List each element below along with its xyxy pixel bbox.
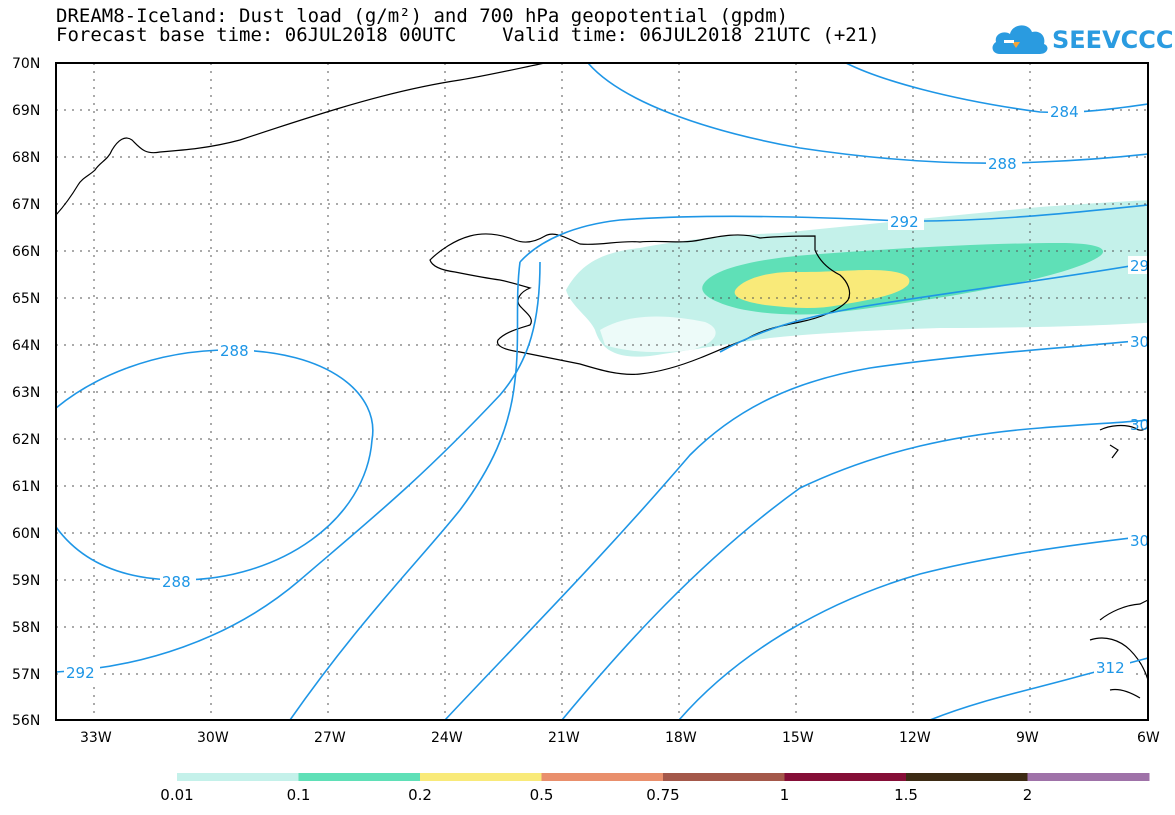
lat-label: 58N xyxy=(12,620,40,636)
dust-load-shading xyxy=(566,200,1148,357)
contour-288-low xyxy=(56,349,374,581)
colorbar-label: 0.2 xyxy=(408,786,432,804)
contour-label: 288 xyxy=(220,342,249,360)
lon-label: 15W xyxy=(782,730,814,746)
lat-label: 64N xyxy=(12,338,40,354)
colorbar-swatch xyxy=(1027,773,1150,781)
contour-label: 284 xyxy=(1050,103,1079,121)
contour-30x-b xyxy=(561,419,1148,720)
lon-label: 21W xyxy=(548,730,580,746)
contour-label: 29 xyxy=(1130,257,1149,275)
lat-label: 66N xyxy=(12,244,40,260)
colorbar-swatch xyxy=(177,773,299,781)
lon-label: 12W xyxy=(899,730,931,746)
contour-label: 292 xyxy=(66,664,95,682)
contour-288-north xyxy=(587,63,1148,165)
contour-284 xyxy=(845,63,1148,114)
lon-label: 27W xyxy=(314,730,346,746)
cloud-logo-icon xyxy=(992,25,1048,54)
lat-label: 60N xyxy=(12,526,40,542)
contour-312 xyxy=(929,657,1148,720)
dust-level-0.2 xyxy=(734,270,910,309)
colorbar-label: 0.75 xyxy=(646,786,679,804)
lat-label: 69N xyxy=(12,103,40,119)
lat-label: 68N xyxy=(12,150,40,166)
contour-label: 30 xyxy=(1130,416,1149,434)
colorbar-swatch xyxy=(541,773,664,781)
contour-292 xyxy=(519,204,1148,263)
seevccc-logo: SEEVCCC xyxy=(990,18,1174,60)
contour-label: 30 xyxy=(1130,532,1149,550)
map-title-line-2: Forecast base time: 06JUL2018 00UTC Vali… xyxy=(56,24,880,46)
colorbar-label: 0.01 xyxy=(160,786,193,804)
lat-label: 56N xyxy=(12,713,40,729)
contour-296 xyxy=(289,261,521,720)
iceland-inland-clear xyxy=(600,316,716,353)
lat-label: 67N xyxy=(12,197,40,213)
contour-29x xyxy=(719,262,1148,353)
graticule xyxy=(56,63,1148,720)
latitude-labels: 70N 69N 68N 67N 66N 65N 64N 63N 62N 61N … xyxy=(12,56,40,729)
colorbar: 0.01 0.1 0.2 0.5 0.75 1 1.5 2 xyxy=(160,773,1150,804)
logo-text: SEEVCCC xyxy=(1052,26,1174,54)
greenland-coast xyxy=(56,63,546,216)
contour-label: 312 xyxy=(1096,659,1125,677)
colorbar-label: 0.5 xyxy=(530,786,554,804)
lat-label: 57N xyxy=(12,667,40,683)
colorbar-label: 2 xyxy=(1023,786,1033,804)
lat-label: 62N xyxy=(12,432,40,448)
lon-label: 6W xyxy=(1137,730,1160,746)
contour-30x-a xyxy=(444,339,1148,720)
lon-label: 9W xyxy=(1016,730,1039,746)
colorbar-label: 0.1 xyxy=(287,786,311,804)
geopotential-contours xyxy=(56,63,1148,720)
contour-label: 288 xyxy=(162,573,191,591)
lat-label: 61N xyxy=(12,479,40,495)
contour-292-west xyxy=(56,261,541,673)
coastlines xyxy=(56,63,1148,699)
colorbar-swatch xyxy=(298,773,421,781)
lon-label: 18W xyxy=(665,730,697,746)
lat-label: 59N xyxy=(12,573,40,589)
lat-label: 65N xyxy=(12,291,40,307)
contour-30x-c xyxy=(678,535,1148,720)
map-frame xyxy=(55,62,1149,721)
colorbar-swatch xyxy=(784,773,907,781)
contour-labels: 284 288 292 29 30 288 288 292 30 30 312 xyxy=(64,102,1150,682)
lat-label: 63N xyxy=(12,385,40,401)
colorbar-label: 1 xyxy=(780,786,790,804)
colorbar-swatch xyxy=(663,773,785,781)
lat-label: 70N xyxy=(12,56,40,72)
colorbar-swatch xyxy=(420,773,542,781)
lon-label: 30W xyxy=(197,730,229,746)
longitude-labels: 33W 30W 27W 24W 21W 18W 15W 12W 9W 6W xyxy=(80,730,1160,746)
scotland-faroes-coast xyxy=(1089,424,1148,699)
map-title-line-1: DREAM8-Iceland: Dust load (g/m²) and 700… xyxy=(56,5,789,27)
contour-label: 288 xyxy=(988,155,1017,173)
colorbar-swatch xyxy=(906,773,1028,781)
contour-label: 292 xyxy=(890,213,919,231)
lon-label: 24W xyxy=(431,730,463,746)
colorbar-label: 1.5 xyxy=(894,786,918,804)
lon-label: 33W xyxy=(80,730,112,746)
contour-label: 30 xyxy=(1130,333,1149,351)
